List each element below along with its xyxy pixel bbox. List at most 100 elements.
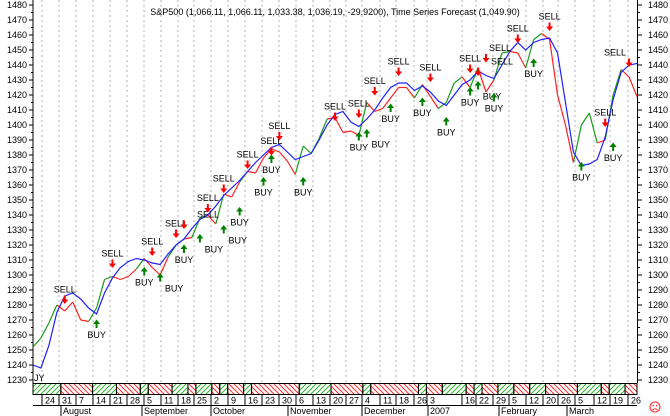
price-segment — [366, 102, 376, 112]
buy-arrow-icon — [267, 154, 275, 163]
band-segment-up — [219, 383, 229, 395]
sell-signal: SELL — [419, 63, 441, 82]
price-segment — [429, 96, 439, 109]
buy-signal: BUY — [175, 244, 193, 265]
y-tick-label-right: 1320 — [648, 240, 668, 250]
week-label: 18 — [399, 396, 409, 406]
sell-arrow-icon — [371, 87, 379, 96]
price-segment — [501, 50, 510, 54]
buy-arrow-icon — [530, 58, 538, 67]
y-tick-label-left: 1260 — [7, 330, 27, 340]
sell-signal: SELL — [364, 76, 386, 96]
price-segment — [278, 151, 288, 162]
sell-signal: SELL — [237, 150, 259, 169]
sell-arrow-icon — [220, 184, 228, 193]
buy-signal: BUY — [524, 58, 543, 79]
y-tick-label-left: 1410 — [7, 105, 27, 115]
price-segment — [509, 50, 518, 54]
y-tick-label-left: 1390 — [7, 135, 27, 145]
buy-label: BUY — [485, 104, 504, 114]
sell-arrow-icon — [482, 54, 490, 63]
sell-arrow-icon — [148, 247, 156, 256]
buy-signal: BUY — [156, 273, 183, 294]
y-tick-label-right: 1270 — [648, 315, 668, 325]
buy-signal: BUY — [604, 142, 622, 163]
y-tick-label-right: 1440 — [648, 60, 668, 70]
sell-label: SELL — [101, 249, 123, 259]
y-tick-label-right: 1390 — [648, 135, 668, 145]
sell-arrow-icon — [546, 22, 554, 31]
sell-signal: SELL — [348, 99, 370, 118]
buy-label: BUY — [230, 218, 249, 228]
week-label: 21 — [113, 396, 123, 406]
y-tick-label-left: 1310 — [7, 255, 27, 265]
y-tick-label-right: 1250 — [648, 345, 668, 355]
y-tick-label-left: 1230 — [7, 375, 27, 385]
sell-signal: SELL — [324, 102, 346, 121]
sad-face-icon[interactable] — [649, 401, 661, 413]
week-label: 19 — [613, 396, 623, 406]
price-segment — [382, 97, 392, 109]
sell-signal: SELL — [180, 210, 219, 229]
y-tick-label-right: 1470 — [648, 15, 668, 25]
buy-signal: BUY — [220, 225, 247, 246]
buy-signal: BUY — [254, 177, 273, 198]
sell-label: SELL — [419, 63, 441, 73]
y-tick-label-left: 1340 — [7, 210, 27, 220]
sell-signal: SELL — [604, 48, 633, 67]
week-label: 24 — [45, 396, 55, 406]
buy-label: BUY — [524, 69, 543, 79]
band-segment-up — [298, 383, 332, 395]
sell-arrow-icon — [244, 160, 252, 169]
sell-arrow-icon — [466, 64, 474, 73]
buy-arrow-icon — [140, 267, 148, 276]
band-segment-up — [171, 383, 189, 395]
buy-arrow-icon — [474, 81, 482, 90]
week-label: 12 — [529, 396, 539, 406]
month-label: August — [63, 406, 92, 416]
y-tick-label-right: 1290 — [648, 285, 668, 295]
sell-signal: SELL — [260, 136, 282, 156]
sell-signal: SELL — [54, 285, 76, 304]
sell-label: SELL — [260, 136, 282, 146]
buy-arrow-icon — [236, 207, 244, 216]
buy-label: BUY — [228, 236, 247, 246]
price-segment — [207, 214, 217, 225]
price-segment — [40, 322, 50, 339]
buy-arrow-icon — [299, 177, 307, 186]
y-tick-label-left: 1430 — [7, 75, 27, 85]
y-tick-label-left: 1300 — [7, 270, 27, 280]
sell-signal: SELL — [165, 219, 187, 238]
buy-label: BUY — [572, 173, 591, 183]
price-segment — [469, 67, 479, 88]
sell-label: SELL — [141, 237, 163, 247]
week-label: 16 — [465, 396, 475, 406]
sell-label: SELL — [388, 57, 410, 67]
price-segment — [56, 304, 66, 312]
week-label: 2 — [214, 396, 219, 406]
price-segment — [72, 301, 82, 321]
week-label: 14 — [96, 396, 106, 406]
week-label: 11 — [383, 396, 392, 406]
price-segment — [588, 112, 598, 144]
price-segment — [120, 275, 129, 281]
band-segment-down — [227, 383, 245, 395]
week-label: 23 — [265, 396, 275, 406]
week-label: 20 — [333, 396, 343, 406]
y-tick-label-right: 1340 — [648, 210, 668, 220]
buy-label: BUY — [87, 330, 106, 340]
buy-arrow-icon — [196, 234, 204, 243]
band-segment-up — [473, 383, 483, 395]
price-segment — [151, 267, 161, 276]
sell-label: SELL — [604, 48, 626, 58]
y-tick-label-left: 1400 — [7, 120, 27, 130]
week-label: 11 — [164, 396, 173, 406]
buy-arrow-icon — [220, 225, 228, 234]
month-label: February — [501, 406, 538, 416]
buy-signal: BUY — [262, 154, 281, 175]
buy-arrow-icon — [180, 244, 188, 253]
band-segment-down — [513, 383, 531, 395]
y-tick-label-left: 1330 — [7, 225, 27, 235]
buy-signal: BUY — [413, 97, 432, 118]
y-tick-label-left: 1280 — [7, 300, 27, 310]
